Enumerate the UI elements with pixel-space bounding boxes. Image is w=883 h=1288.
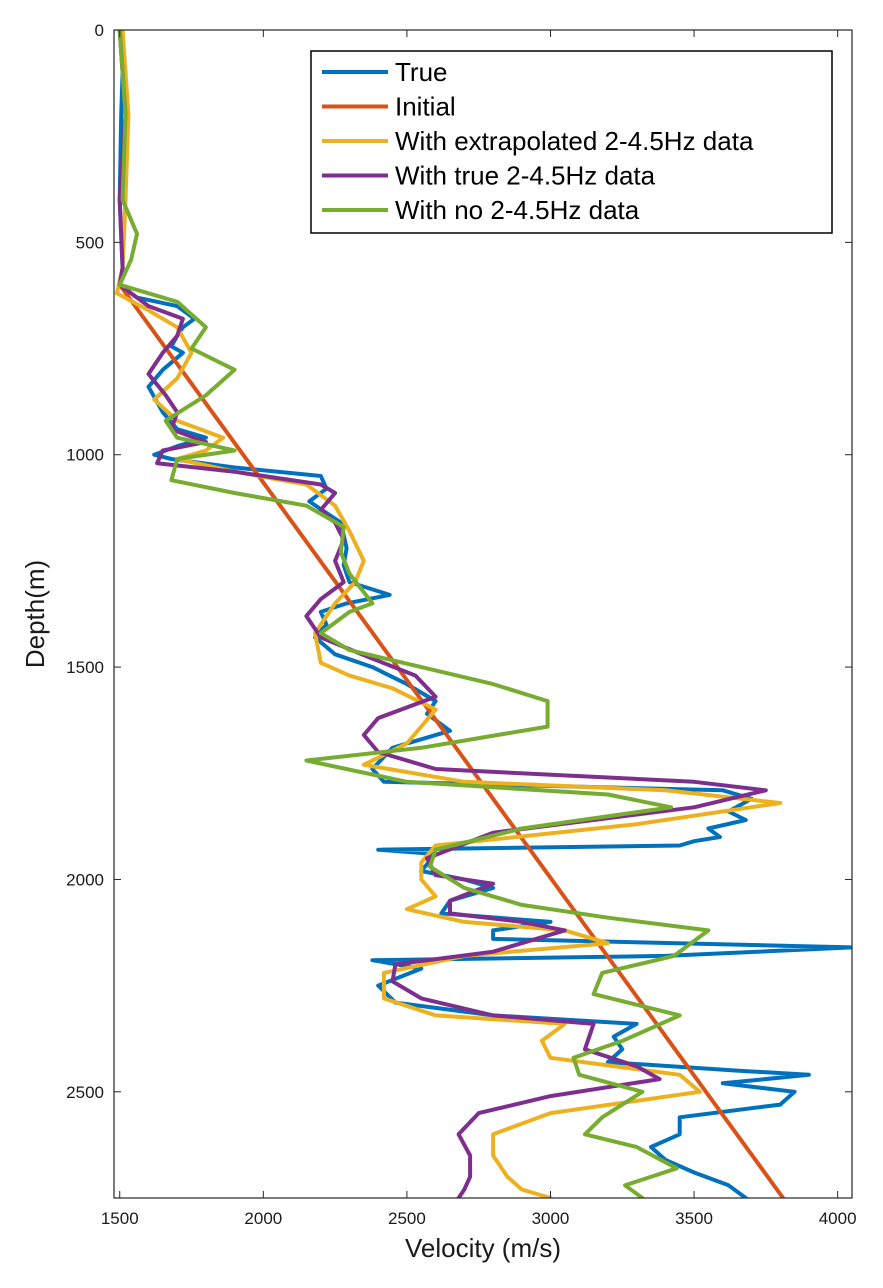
axes-box	[113, 29, 853, 1199]
series-line-5	[117, 30, 711, 1198]
y-tick-label: 2000	[66, 870, 104, 889]
legend-box	[310, 50, 833, 234]
x-tick-label: 2500	[388, 1209, 426, 1228]
series-line-1	[117, 30, 852, 1198]
legend: True Initial With extrapolated 2-4.5Hz dat…	[310, 50, 833, 234]
x-tick-label: 4000	[819, 1209, 857, 1228]
x-tick-label: 1500	[101, 1209, 139, 1228]
y-tick-label: 500	[76, 233, 104, 252]
series-line-3	[114, 30, 783, 1198]
x-tick-label: 3000	[532, 1209, 570, 1228]
legend-label-5: With no 2-4.5Hz data	[395, 195, 640, 225]
legend-label-4: With true 2-4.5Hz data	[395, 161, 656, 191]
y-tick-label: 1500	[66, 658, 104, 677]
series-line-4	[117, 30, 768, 1198]
y-tick-label: 2500	[66, 1083, 104, 1102]
legend-label-1: True	[395, 57, 448, 87]
legend-label-3: With extrapolated 2-4.5Hz data	[395, 126, 754, 156]
x-tick-label: 2000	[244, 1209, 282, 1228]
legend-label-2: Initial	[395, 92, 456, 122]
y-axis-title: Depth(m)	[20, 560, 50, 668]
y-tick-label: 0	[95, 21, 104, 40]
x-tick-label: 3500	[675, 1209, 713, 1228]
x-axis-title: Velocity (m/s)	[405, 1233, 561, 1263]
y-tick-label: 1000	[66, 446, 104, 465]
